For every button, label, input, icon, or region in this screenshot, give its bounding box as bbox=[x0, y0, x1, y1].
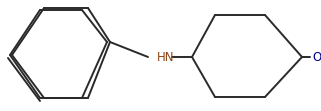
Text: HN: HN bbox=[157, 51, 175, 63]
Text: OH: OH bbox=[312, 51, 321, 63]
